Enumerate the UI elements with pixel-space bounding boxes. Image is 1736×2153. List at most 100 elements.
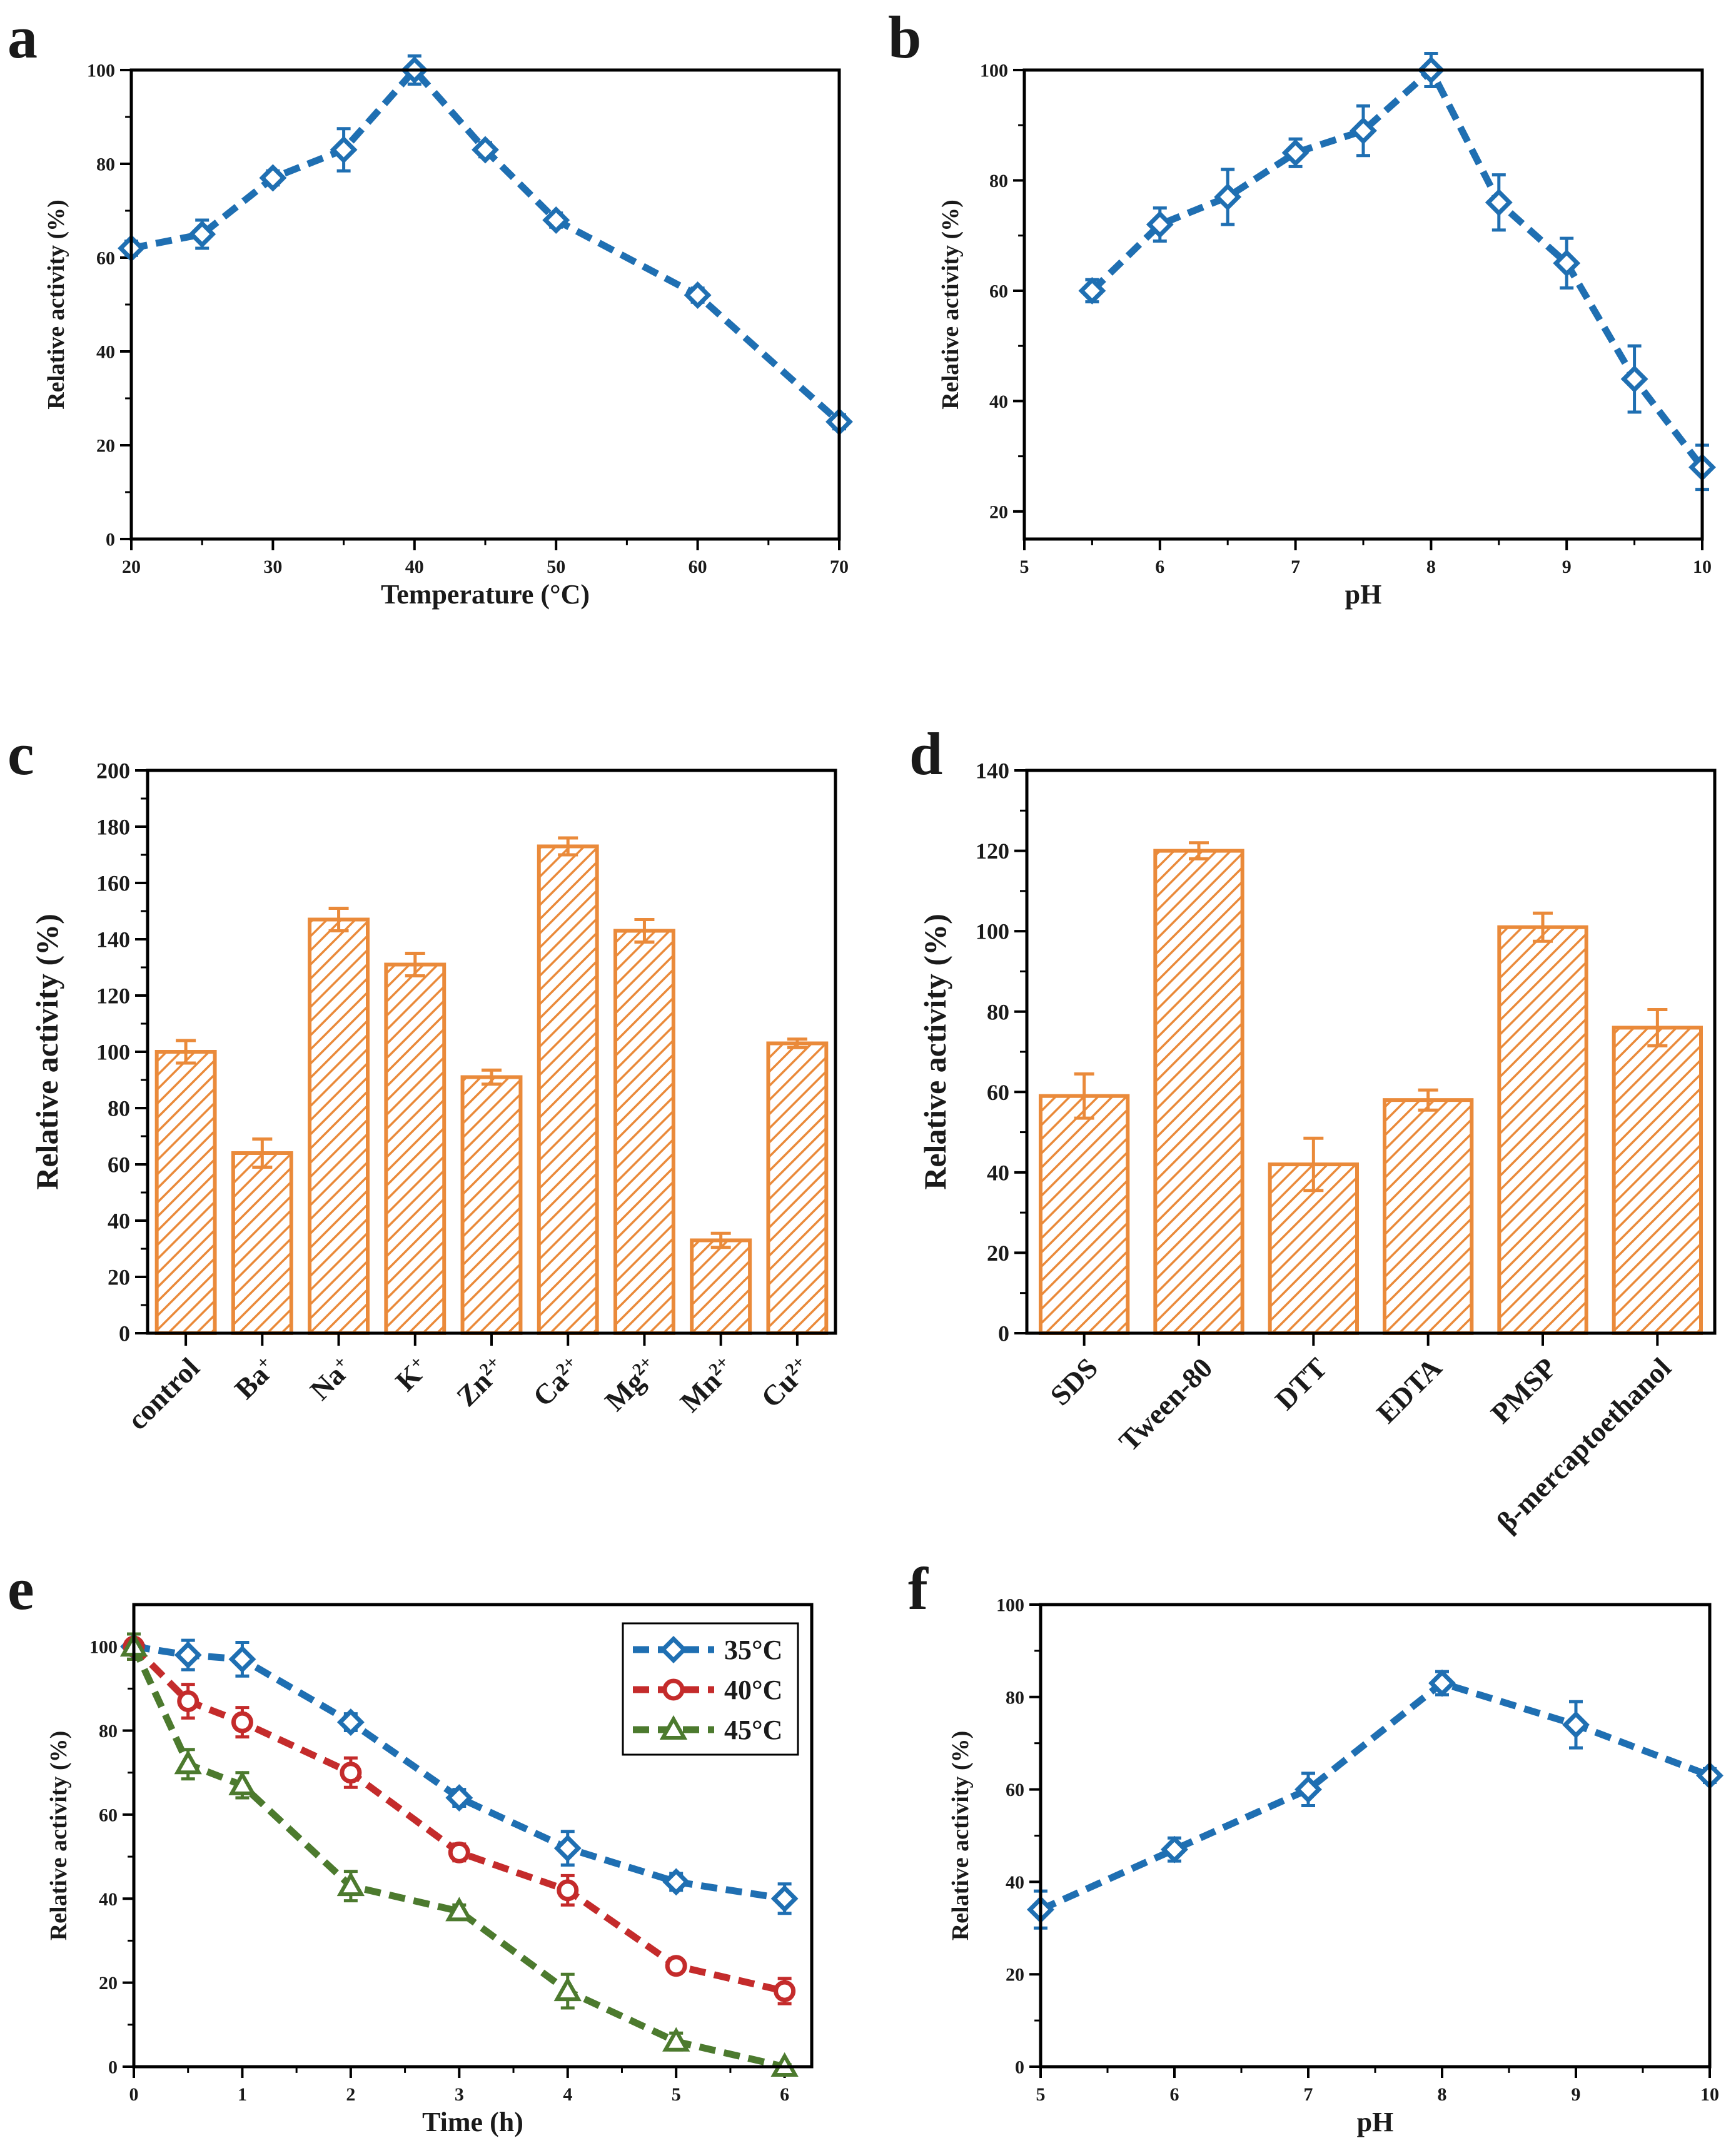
x-tick-label: 5 xyxy=(672,2084,681,2105)
series-45°C xyxy=(119,1632,799,2077)
y-tick-label: 140 xyxy=(96,927,130,952)
bar xyxy=(690,1238,752,1335)
category-label: DTT xyxy=(1269,1351,1333,1416)
y-tick-label: 80 xyxy=(1006,1687,1024,1708)
data-point xyxy=(1078,276,1106,305)
y-tick-label: 100 xyxy=(976,919,1009,944)
category-label: Cu2+ xyxy=(755,1351,817,1413)
y-tick-label: 200 xyxy=(96,759,130,784)
y-axis-label: Relative activity (%) xyxy=(46,1731,72,1941)
y-tick-label: 100 xyxy=(96,1040,130,1065)
x-tick-label: 5 xyxy=(1036,2084,1046,2105)
y-tick-label: 20 xyxy=(99,1973,118,1994)
series-line xyxy=(1039,1679,1711,1913)
data-point xyxy=(1562,1711,1590,1739)
bar-group xyxy=(154,1039,217,1335)
y-axis-label: Relative activity (%) xyxy=(937,199,964,410)
y-tick-label: 0 xyxy=(998,1321,1009,1346)
y-tick-label: 80 xyxy=(99,1721,118,1742)
x-tick-label: 20 xyxy=(122,557,141,577)
bar-group xyxy=(537,836,599,1335)
x-tick-label: 6 xyxy=(1155,557,1164,577)
y-tick-label: 180 xyxy=(96,815,130,840)
category-label: Ba+ xyxy=(228,1351,282,1405)
data-point xyxy=(336,1872,365,1897)
y-tick-label: 160 xyxy=(96,871,130,896)
data-point xyxy=(684,281,712,309)
panel-letter-c: c xyxy=(8,720,34,787)
bar xyxy=(1497,925,1588,1335)
y-tick-label: 140 xyxy=(976,759,1009,784)
legend-entry: 40°C xyxy=(724,1675,782,1705)
data-point xyxy=(662,1868,690,1896)
y-tick-label: 80 xyxy=(108,1096,130,1121)
bar-group xyxy=(613,918,675,1335)
data-point xyxy=(228,1645,256,1673)
y-tick-label: 80 xyxy=(987,999,1009,1024)
bar-group xyxy=(460,1068,523,1335)
x-axis-label: Temperature (°C) xyxy=(381,579,590,610)
y-tick-label: 120 xyxy=(976,839,1009,864)
x-tick-label: 70 xyxy=(830,557,849,577)
data-point xyxy=(174,1750,202,1775)
y-tick-label: 60 xyxy=(96,248,115,269)
y-tick-label: 40 xyxy=(987,1160,1009,1185)
bar xyxy=(537,844,599,1335)
x-tick-label: 6 xyxy=(1170,2084,1179,2105)
y-tick-label: 60 xyxy=(108,1152,130,1177)
data-point xyxy=(1214,183,1242,211)
y-tick-label: 120 xyxy=(96,984,130,1009)
bar-group xyxy=(766,1037,829,1335)
y-tick-label: 40 xyxy=(99,1889,118,1910)
y-tick-label: 100 xyxy=(87,61,115,81)
bar-group xyxy=(1039,1072,1130,1335)
y-tick-label: 40 xyxy=(108,1209,130,1234)
data-point xyxy=(665,1955,687,1977)
x-tick-label: 7 xyxy=(1291,557,1300,577)
bar xyxy=(1039,1094,1130,1335)
chart-b: 20 40 60 80 100 Relative activity (%) 5 6 7 8 9 10 p… xyxy=(937,52,1716,610)
y-tick-label: 20 xyxy=(108,1265,130,1290)
category-label: Na+ xyxy=(304,1351,358,1406)
y-tick-label: 20 xyxy=(96,436,115,456)
y-axis-label: Relative activity (%) xyxy=(917,914,952,1190)
data-point xyxy=(1428,1669,1456,1697)
category-label: PMSP xyxy=(1485,1351,1563,1429)
x-tick-label: 5 xyxy=(1020,557,1029,577)
x-tick-label: 6 xyxy=(780,2084,789,2105)
data-point xyxy=(174,1641,202,1669)
series-line xyxy=(130,64,842,425)
data-point xyxy=(553,1834,582,1862)
data-point xyxy=(336,1708,365,1737)
x-axis-label: pH xyxy=(1345,579,1382,610)
data-point xyxy=(1281,139,1310,167)
data-point xyxy=(1294,1775,1322,1803)
bar xyxy=(308,917,370,1335)
plot-frame-e xyxy=(132,1603,814,2069)
x-tick-label: 50 xyxy=(547,557,565,577)
y-tick-label: 60 xyxy=(989,281,1008,301)
x-tick-label: 30 xyxy=(263,557,282,577)
panel-letter-d: d xyxy=(909,720,942,787)
category-label: Zn2+ xyxy=(450,1351,511,1412)
x-tick-label: 7 xyxy=(1304,2084,1313,2105)
category-label: EDTA xyxy=(1370,1351,1448,1429)
data-point xyxy=(445,1784,473,1812)
data-point xyxy=(1161,1835,1188,1863)
data-point xyxy=(1553,249,1581,277)
x-tick-label: 2 xyxy=(346,2084,355,2105)
data-point xyxy=(1350,117,1377,145)
bar xyxy=(1612,1026,1703,1336)
y-tick-label: 0 xyxy=(106,530,115,550)
bar xyxy=(231,1151,293,1335)
bar-group xyxy=(1153,841,1244,1335)
series-data xyxy=(118,54,853,436)
y-tick-label: 20 xyxy=(987,1241,1009,1266)
x-tick-label: 10 xyxy=(1693,557,1712,577)
bar xyxy=(613,929,675,1335)
category-label: control xyxy=(121,1351,206,1436)
category-label: Ca2+ xyxy=(527,1351,587,1412)
data-point xyxy=(448,1841,470,1863)
data-point xyxy=(542,206,570,234)
y-axis-label: Relative activity (%) xyxy=(29,914,64,1190)
